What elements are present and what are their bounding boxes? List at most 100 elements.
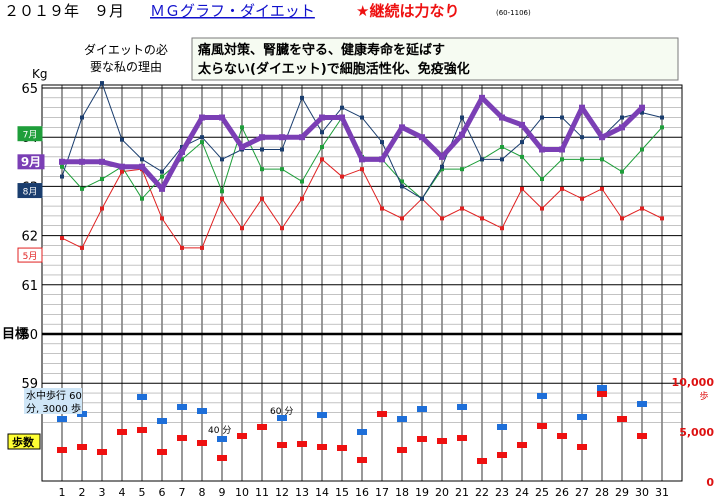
x-tick-label: 8 xyxy=(199,486,206,499)
steps-marker-red xyxy=(357,457,367,463)
data-point xyxy=(500,226,504,230)
data-point xyxy=(380,140,384,144)
series-label: 7月 xyxy=(23,130,38,141)
x-tick-label: 7 xyxy=(179,486,186,499)
target-label: 目標 xyxy=(2,326,28,342)
steps-marker-blue xyxy=(577,414,587,420)
data-point xyxy=(660,116,664,120)
steps-marker-red xyxy=(537,423,547,429)
steps-marker-red xyxy=(557,433,567,439)
steps-marker-red xyxy=(157,449,167,455)
steps-marker-red xyxy=(317,444,327,450)
x-tick-label: 6 xyxy=(159,486,166,499)
x-tick-label: 23 xyxy=(495,486,509,499)
x-tick-label: 28 xyxy=(595,486,609,499)
data-point xyxy=(520,187,524,191)
steps-marker-red xyxy=(377,411,387,417)
x-tick-label: 3 xyxy=(99,486,106,499)
data-point xyxy=(539,147,545,153)
steps-tick-label: 10,000 xyxy=(672,376,715,389)
data-point xyxy=(340,175,344,179)
data-point xyxy=(240,226,244,230)
steps-marker-red xyxy=(397,447,407,453)
steps-marker-blue xyxy=(457,404,467,410)
data-point xyxy=(220,189,224,193)
data-point xyxy=(620,216,624,220)
data-point xyxy=(220,197,224,201)
x-tick-label: 5 xyxy=(139,486,146,499)
steps-marker-blue xyxy=(197,408,207,414)
header-code: (60-1106) xyxy=(496,9,531,17)
data-point xyxy=(540,177,544,181)
x-tick-label: 27 xyxy=(575,486,589,499)
x-tick-label: 26 xyxy=(555,486,569,499)
data-point xyxy=(280,148,284,152)
data-point xyxy=(580,157,584,161)
data-point xyxy=(119,164,125,170)
data-point xyxy=(640,148,644,152)
data-point xyxy=(300,197,304,201)
data-point xyxy=(199,115,205,121)
data-point xyxy=(279,134,285,140)
data-point xyxy=(480,157,484,161)
x-tick-label: 19 xyxy=(415,486,429,499)
data-point xyxy=(160,175,164,179)
x-tick-label: 12 xyxy=(275,486,289,499)
data-point xyxy=(520,140,524,144)
data-point xyxy=(560,116,564,120)
data-point xyxy=(480,216,484,220)
steps-tick-label: 5,000 xyxy=(679,426,714,439)
data-point xyxy=(139,164,145,170)
data-point xyxy=(540,207,544,211)
data-point xyxy=(660,216,664,220)
data-point xyxy=(540,116,544,120)
data-point xyxy=(179,149,185,155)
data-point xyxy=(160,170,164,174)
data-point xyxy=(140,197,144,201)
data-point xyxy=(140,157,144,161)
data-point xyxy=(120,138,124,142)
reason-text-line1: 痛風対策、腎臓を守る、健康寿命を延ばす xyxy=(197,42,445,58)
x-tick-label: 29 xyxy=(615,486,629,499)
walk-note-line2: 分, 3000 歩 xyxy=(26,402,81,415)
data-point xyxy=(500,145,504,149)
steps-marker-red xyxy=(517,442,527,448)
x-tick-label: 11 xyxy=(255,486,269,499)
steps-marker-blue xyxy=(357,429,367,435)
steps-marker-red xyxy=(577,444,587,450)
header-slogan: ★継続は力なり xyxy=(356,2,459,20)
data-point xyxy=(560,187,564,191)
data-point xyxy=(620,116,624,120)
x-tick-label: 17 xyxy=(375,486,389,499)
data-point xyxy=(299,134,305,140)
data-point xyxy=(100,177,104,181)
data-point xyxy=(479,95,485,101)
steps-marker-red xyxy=(417,436,427,442)
data-point xyxy=(100,207,104,211)
data-point xyxy=(559,147,565,153)
steps-marker-red xyxy=(337,445,347,451)
data-point xyxy=(219,115,225,121)
series-label: 5月 xyxy=(23,251,38,262)
data-point xyxy=(440,216,444,220)
x-tick-label: 10 xyxy=(235,486,249,499)
x-tick-label: 20 xyxy=(435,486,449,499)
steps-marker-blue xyxy=(137,394,147,400)
x-tick-label: 14 xyxy=(315,486,329,499)
steps-marker-blue xyxy=(57,416,67,422)
annotation-60min: 60 分 xyxy=(270,406,293,417)
data-point xyxy=(280,167,284,171)
data-point xyxy=(360,116,364,120)
data-point xyxy=(440,165,444,169)
y-axis-unit: Kg xyxy=(32,67,48,81)
x-tick-label: 9 xyxy=(219,486,226,499)
steps-marker-red xyxy=(237,433,247,439)
data-point xyxy=(80,187,84,191)
data-point xyxy=(300,96,304,100)
y-tick-label: 62 xyxy=(21,230,38,245)
data-point xyxy=(200,135,204,139)
steps-marker-red xyxy=(57,447,67,453)
steps-unit-label: 歩 xyxy=(699,390,708,402)
x-tick-label: 31 xyxy=(655,486,669,499)
walk-note-line1: 水中歩行 60 xyxy=(26,389,82,402)
